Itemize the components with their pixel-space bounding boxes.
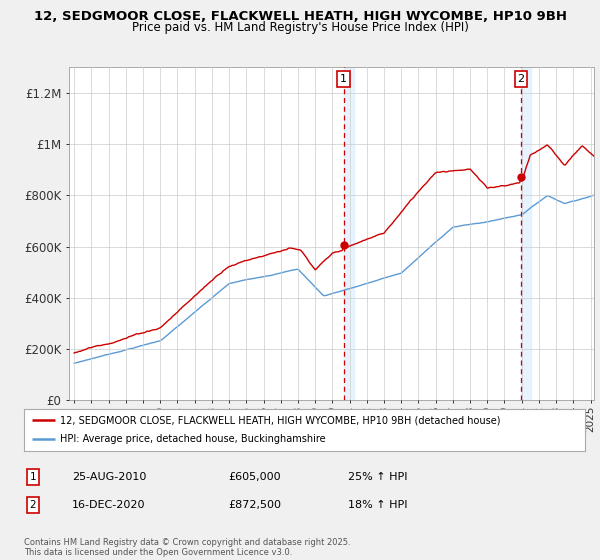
Text: 16-DEC-2020: 16-DEC-2020 bbox=[72, 500, 146, 510]
Bar bbox=[521, 67, 532, 400]
Text: HPI: Average price, detached house, Buckinghamshire: HPI: Average price, detached house, Buck… bbox=[61, 435, 326, 445]
Text: 2: 2 bbox=[29, 500, 37, 510]
Bar bbox=[344, 67, 354, 400]
Text: 25% ↑ HPI: 25% ↑ HPI bbox=[348, 472, 407, 482]
Text: 12, SEDGMOOR CLOSE, FLACKWELL HEATH, HIGH WYCOMBE, HP10 9BH: 12, SEDGMOOR CLOSE, FLACKWELL HEATH, HIG… bbox=[34, 10, 566, 23]
Text: £605,000: £605,000 bbox=[228, 472, 281, 482]
Text: £872,500: £872,500 bbox=[228, 500, 281, 510]
Text: 25-AUG-2010: 25-AUG-2010 bbox=[72, 472, 146, 482]
Text: Price paid vs. HM Land Registry's House Price Index (HPI): Price paid vs. HM Land Registry's House … bbox=[131, 21, 469, 34]
Text: 1: 1 bbox=[340, 74, 347, 84]
Text: Contains HM Land Registry data © Crown copyright and database right 2025.
This d: Contains HM Land Registry data © Crown c… bbox=[24, 538, 350, 557]
Text: 1: 1 bbox=[29, 472, 37, 482]
Text: 18% ↑ HPI: 18% ↑ HPI bbox=[348, 500, 407, 510]
Text: 12, SEDGMOOR CLOSE, FLACKWELL HEATH, HIGH WYCOMBE, HP10 9BH (detached house): 12, SEDGMOOR CLOSE, FLACKWELL HEATH, HIG… bbox=[61, 415, 501, 425]
Text: 2: 2 bbox=[517, 74, 524, 84]
